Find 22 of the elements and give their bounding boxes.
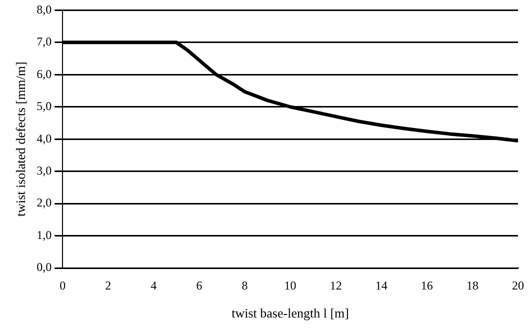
y-tick-label: 6,0 [36,66,52,81]
y-tick-label: 0,0 [36,260,52,274]
x-tick-label: 0 [60,278,66,292]
x-tick-label: 18 [466,278,478,292]
x-tick-label: 2 [105,278,112,292]
x-tick-label: 4 [150,278,157,292]
y-tick-label: 8,0 [36,2,52,16]
y-tick-label: 1,0 [36,228,52,242]
y-tick-label: 4,0 [36,131,52,146]
y-tick-label: 3,0 [36,163,52,178]
y-tick-label: 2,0 [36,196,52,210]
x-tick-label: 14 [375,278,388,292]
x-axis-title: twist base-length l [m] [232,306,349,321]
x-tick-label: 20 [512,278,524,292]
y-axis-title: twist isolated defects [mm/m] [13,62,28,217]
x-tick-label: 12 [330,278,342,292]
x-tick-label: 10 [284,278,296,292]
x-tick-label: 6 [196,278,202,292]
x-tick-label: 16 [420,278,433,292]
x-tick-label: 8 [242,278,248,292]
y-tick-label: 7,0 [36,34,52,49]
y-tick-label: 5,0 [36,99,52,114]
